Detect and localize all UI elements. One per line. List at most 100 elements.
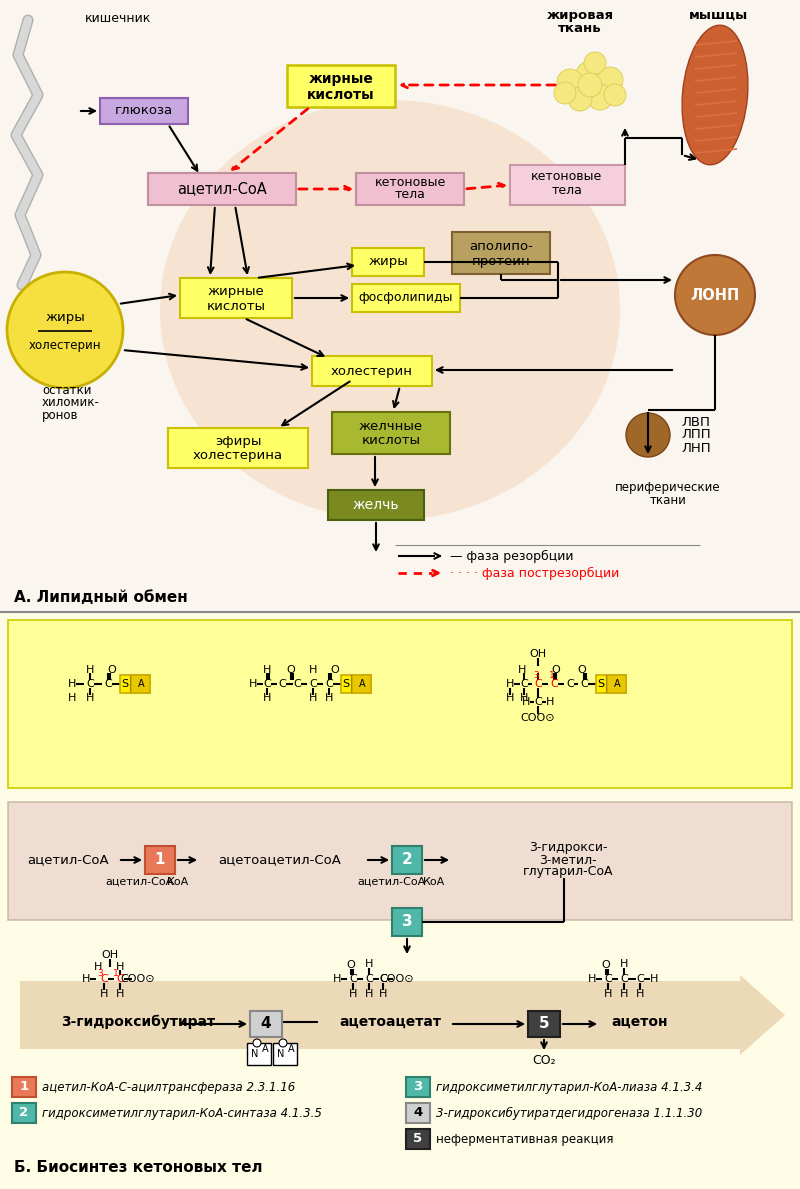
Bar: [352, 249, 424, 276]
Bar: [12, 1077, 36, 1097]
Text: H: H: [349, 989, 357, 999]
Text: C: C: [104, 679, 112, 688]
Text: 5: 5: [414, 1132, 422, 1145]
Bar: [247, 1043, 271, 1065]
Text: 1: 1: [154, 853, 166, 868]
Bar: [356, 174, 464, 205]
Text: ацетоацетат: ацетоацетат: [339, 1015, 441, 1028]
Ellipse shape: [682, 25, 748, 165]
Bar: [0, 0, 800, 610]
Bar: [607, 675, 626, 693]
Text: H: H: [365, 960, 373, 969]
Text: гидроксиметилглутарил-КоА-лиаза 4.1.3.4: гидроксиметилглутарил-КоА-лиаза 4.1.3.4: [436, 1081, 702, 1094]
Text: 2: 2: [19, 1107, 29, 1120]
Circle shape: [584, 52, 606, 74]
Text: C: C: [636, 974, 644, 984]
Text: ацетоацетил-СоА: ацетоацетил-СоА: [218, 854, 342, 867]
Text: гидроксиметилглутарил-КоА-синтаза 4.1.3.5: гидроксиметилглутарил-КоА-синтаза 4.1.3.…: [42, 1107, 322, 1120]
Text: H: H: [588, 974, 596, 984]
Text: C: C: [325, 679, 333, 688]
Circle shape: [675, 254, 755, 335]
Text: C: C: [278, 679, 286, 688]
Text: H: H: [379, 989, 387, 999]
Circle shape: [597, 67, 623, 93]
Text: Б. Биосинтез кетоновых тел: Б. Биосинтез кетоновых тел: [14, 1159, 262, 1175]
Text: O: O: [578, 665, 586, 675]
Text: КоА: КоА: [167, 877, 189, 887]
Text: H: H: [620, 989, 628, 999]
Bar: [8, 803, 792, 920]
Text: холестерина: холестерина: [193, 449, 283, 463]
Text: C: C: [100, 974, 108, 984]
Text: 1: 1: [19, 1081, 29, 1094]
Bar: [8, 619, 792, 788]
Text: 4: 4: [261, 1017, 271, 1032]
Text: глюкоза: глюкоза: [115, 105, 173, 118]
Text: C: C: [604, 974, 612, 984]
Text: холестерин: холестерин: [331, 365, 413, 377]
Text: жирные: жирные: [309, 73, 374, 86]
Text: хиломик-: хиломик-: [42, 396, 100, 409]
Text: кислоты: кислоты: [206, 300, 266, 313]
Text: ткани: ткани: [650, 495, 686, 508]
Text: H: H: [506, 693, 514, 703]
Circle shape: [604, 84, 626, 106]
Text: 1: 1: [549, 672, 555, 680]
Ellipse shape: [160, 100, 620, 520]
Circle shape: [578, 73, 602, 97]
Bar: [312, 356, 432, 386]
Text: O: O: [330, 665, 339, 675]
Circle shape: [557, 69, 583, 95]
Text: H: H: [604, 989, 612, 999]
Text: кислоты: кислоты: [307, 88, 375, 102]
Bar: [120, 675, 150, 693]
FancyArrow shape: [20, 975, 785, 1055]
Bar: [168, 428, 308, 468]
Text: O: O: [552, 665, 560, 675]
Text: H: H: [86, 693, 94, 703]
Text: неферментативная реакция: неферментативная реакция: [436, 1132, 614, 1145]
Text: OH: OH: [530, 649, 546, 659]
Text: O: O: [108, 665, 116, 675]
Bar: [332, 413, 450, 454]
Text: O: O: [346, 960, 355, 970]
Bar: [273, 1043, 297, 1065]
Text: C: C: [293, 679, 301, 688]
Bar: [341, 675, 371, 693]
Bar: [12, 1103, 36, 1122]
Text: 3-гидрокси-: 3-гидрокси-: [529, 842, 607, 855]
Text: ЛПП: ЛПП: [682, 428, 712, 441]
Text: H: H: [518, 665, 526, 675]
Text: 3: 3: [533, 672, 539, 680]
Bar: [287, 65, 395, 107]
Text: ацетил-СоА: ацетил-СоА: [358, 877, 426, 887]
Text: H: H: [82, 974, 90, 984]
Bar: [352, 284, 460, 312]
Text: 3: 3: [402, 914, 412, 930]
Text: H: H: [68, 679, 76, 688]
Bar: [596, 675, 626, 693]
Text: ацетил-СоА: ацетил-СоА: [106, 877, 174, 887]
Text: H: H: [100, 989, 108, 999]
Bar: [510, 165, 625, 205]
Text: 3-гидроксибутират: 3-гидроксибутират: [61, 1015, 215, 1030]
Bar: [406, 1077, 430, 1097]
Text: кетоновые: кетоновые: [374, 176, 446, 189]
Text: 3: 3: [97, 969, 103, 977]
Text: H: H: [309, 665, 317, 675]
Bar: [352, 675, 371, 693]
Bar: [328, 490, 424, 520]
Text: 3-гидроксибутиратдегидрогеназа 1.1.1.30: 3-гидроксибутиратдегидрогеназа 1.1.1.30: [436, 1107, 702, 1120]
Text: COO⊙: COO⊙: [121, 974, 155, 984]
Text: CO₂: CO₂: [532, 1055, 556, 1068]
Text: C: C: [534, 697, 542, 707]
Text: ЛОНП: ЛОНП: [690, 288, 740, 302]
Text: H: H: [546, 697, 554, 707]
Text: жиры: жиры: [45, 312, 85, 325]
Text: H: H: [325, 693, 333, 703]
Text: H: H: [86, 665, 94, 675]
Text: C: C: [520, 679, 528, 688]
Text: O: O: [286, 665, 295, 675]
Bar: [392, 908, 422, 936]
Bar: [180, 278, 292, 317]
